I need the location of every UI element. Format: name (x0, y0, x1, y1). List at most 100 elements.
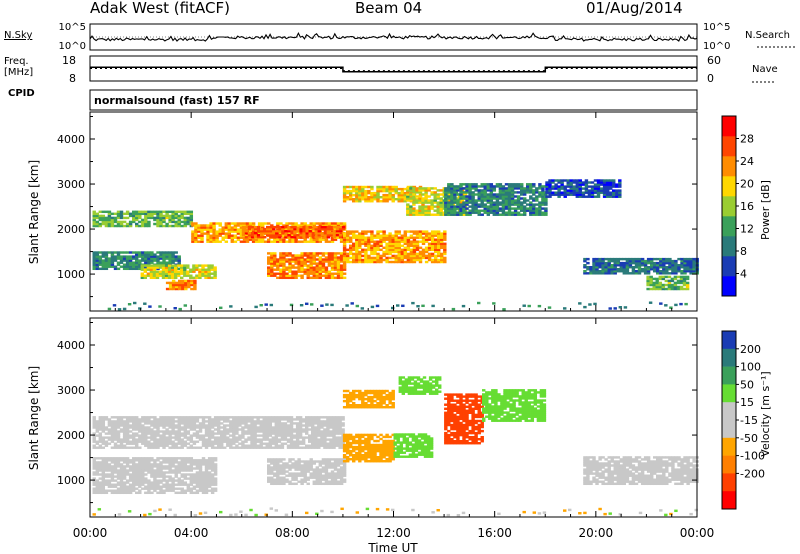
heatmap-cell (140, 264, 145, 267)
heatmap-cell (98, 420, 103, 423)
heatmap-cell (403, 230, 408, 233)
heatmap-cell (692, 272, 696, 275)
heatmap-cell (302, 234, 306, 237)
heatmap-cell (578, 193, 583, 196)
heatmap-cell (406, 209, 410, 212)
heatmap-cell (119, 469, 124, 472)
heatmap-cell (529, 207, 533, 210)
heatmap-cell (177, 261, 181, 264)
heatmap-cell (135, 251, 139, 254)
heatmap-cell (622, 272, 627, 275)
heatmap-cell (256, 422, 260, 425)
heatmap-cell (355, 187, 359, 191)
heatmap-cell (183, 266, 187, 269)
heatmap-cell (655, 277, 659, 281)
heatmap-cell (132, 483, 136, 486)
heatmap-cell (135, 222, 139, 226)
heatmap-cell (317, 420, 321, 423)
heatmap-cell (250, 434, 254, 437)
heatmap-cell (593, 179, 598, 182)
heatmap-cell (308, 428, 312, 431)
heatmap-cell (171, 214, 175, 218)
heatmap-cell (256, 236, 261, 239)
heatmap-cell (583, 270, 587, 273)
heatmap-cell (495, 205, 500, 208)
heatmap-cell (430, 193, 434, 196)
heatmap-cell (207, 444, 212, 447)
heatmap-cell (385, 242, 389, 246)
heatmap-cell (480, 183, 484, 186)
heatmap-cell (513, 199, 518, 202)
heatmap-cell (305, 430, 309, 433)
heatmap-cell (104, 440, 109, 443)
heatmap-cell (194, 222, 198, 225)
heatmap-cell (373, 244, 377, 248)
heatmap-cell (265, 430, 269, 433)
heatmap-cell (447, 197, 451, 200)
heatmap-cell (171, 279, 176, 283)
heatmap-cell (680, 264, 684, 267)
heatmap-cell (132, 463, 136, 466)
heatmap-cell (520, 187, 524, 190)
heatmap-cell (587, 191, 592, 194)
heatmap-cell (107, 420, 112, 423)
heatmap-cell (168, 459, 172, 462)
heatmap-cell (217, 422, 221, 425)
heatmap-cell (394, 234, 398, 237)
heatmap-cell (104, 251, 109, 254)
heatmap-cell (170, 274, 175, 277)
heatmap-cell (376, 242, 380, 246)
heatmap-cell (545, 181, 549, 184)
heatmap-cell (186, 432, 191, 435)
heatmap-cell (400, 187, 405, 191)
heatmap-cell (541, 213, 545, 216)
heatmap-cell (346, 185, 350, 189)
heatmap-cell (308, 438, 312, 441)
heatmap-cell (220, 444, 224, 447)
heatmap-cell (526, 187, 530, 190)
heatmap-cell (430, 236, 435, 239)
heatmap-cell (507, 197, 512, 200)
heatmap-cell (367, 198, 371, 201)
heatmap-cell (342, 268, 347, 271)
heatmap-cell (135, 428, 139, 431)
heatmap-cell (122, 457, 127, 460)
heatmap-cell (95, 491, 100, 495)
heatmap-cell (618, 195, 622, 198)
heatmap-cell (615, 193, 619, 196)
heatmap-cell (535, 195, 539, 198)
heatmap-cell (147, 224, 151, 228)
heatmap-cell (434, 256, 438, 260)
heatmap-cell (640, 261, 645, 265)
heatmap-cell (285, 222, 289, 225)
heatmap-cell (418, 191, 422, 194)
heatmap-cell (424, 199, 428, 202)
heatmap-cell (320, 225, 325, 229)
heatmap-cell (683, 264, 687, 267)
heatmap-cell (144, 430, 148, 433)
heatmap-cell (110, 475, 115, 478)
heatmap-cell (613, 268, 617, 271)
heatmap-cell (116, 212, 121, 216)
heatmap-cell (335, 225, 340, 229)
heatmap-cell (201, 436, 206, 439)
heatmap-cell (235, 416, 239, 419)
heatmap-cell (443, 258, 447, 262)
heatmap-cell (218, 232, 222, 235)
heatmap-cell (370, 256, 374, 260)
heatmap-cell (355, 198, 359, 201)
heatmap-cell (329, 418, 333, 421)
heatmap-cell (668, 261, 672, 265)
heatmap-cell (653, 261, 657, 265)
heatmap-cell (352, 244, 356, 248)
heatmap-cell (623, 306, 628, 309)
heatmap-cell (309, 260, 313, 263)
heatmap-cell (141, 210, 145, 214)
heatmap-cell (329, 232, 334, 235)
heatmap-cell (526, 189, 530, 192)
heatmap-cell (300, 258, 304, 261)
heatmap-cell (364, 193, 368, 197)
heatmap-cell (507, 205, 512, 208)
heatmap-cell (213, 432, 218, 435)
heatmap-cell (135, 463, 139, 466)
